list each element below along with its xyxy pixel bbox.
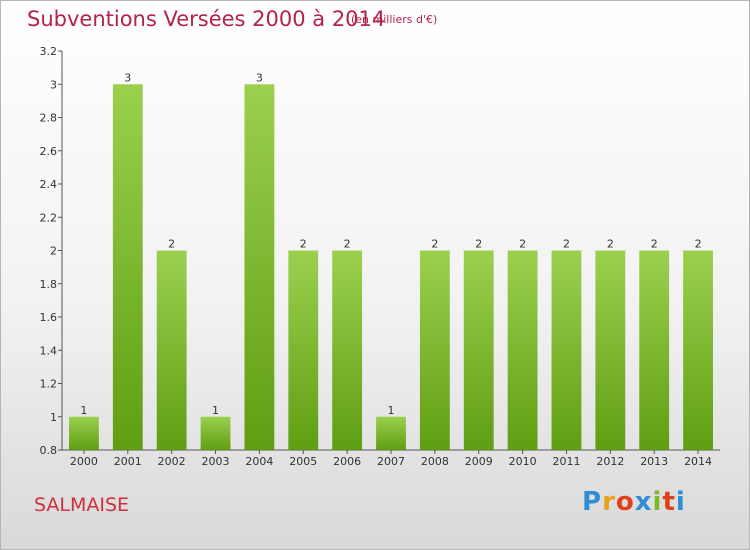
bar	[112, 84, 143, 450]
brand-letter: t	[662, 487, 676, 517]
bar	[419, 250, 450, 450]
x-tick-label: 2012	[596, 455, 624, 468]
data-label: 2	[475, 238, 482, 251]
bar	[551, 250, 582, 450]
commune-name: SALMAISE	[34, 494, 130, 516]
data-label: 2	[431, 238, 438, 251]
y-tick-label: 2.8	[40, 112, 58, 125]
y-tick-label: 1.2	[40, 378, 58, 391]
x-tick-label: 2006	[333, 455, 361, 468]
x-tick-label: 2013	[640, 455, 668, 468]
data-label: 1	[388, 404, 395, 417]
brand-letter: x	[634, 487, 653, 517]
bar	[332, 250, 363, 450]
y-tick-label: 1.4	[40, 344, 58, 357]
y-tick-label: 2.2	[40, 211, 58, 224]
y-tick-label: 1	[50, 411, 57, 424]
y-tick-label: 0.8	[40, 444, 58, 457]
data-label: 2	[344, 238, 351, 251]
bar	[376, 416, 406, 450]
brand-letter: i	[675, 487, 686, 517]
x-tick-label: 2004	[245, 455, 273, 468]
data-label: 3	[256, 71, 263, 84]
x-tick-label: 2014	[684, 455, 712, 468]
brand-letter: o	[615, 487, 635, 517]
bar	[639, 250, 670, 450]
bar	[507, 250, 538, 450]
y-tick-label: 2	[50, 245, 57, 258]
y-tick-label: 2.4	[40, 178, 58, 191]
x-tick-label: 2010	[509, 455, 537, 468]
chart-title: Subventions Versées 2000 à 2014	[27, 7, 386, 31]
bar	[683, 250, 713, 450]
data-label: 2	[168, 238, 175, 251]
x-tick-label: 2002	[158, 455, 186, 468]
data-label: 2	[563, 238, 570, 251]
bar	[200, 416, 231, 450]
bar	[156, 250, 187, 450]
bar	[69, 416, 99, 450]
y-tick-label: 3.2	[40, 45, 58, 58]
x-tick-label: 2008	[421, 455, 449, 468]
data-label: 2	[651, 238, 658, 251]
y-tick-label: 1.8	[40, 278, 58, 291]
data-label: 1	[212, 404, 219, 417]
data-label: 2	[695, 238, 702, 251]
data-label: 1	[80, 404, 87, 417]
brand-letter: i	[652, 487, 663, 517]
x-tick-label: 2001	[114, 455, 142, 468]
proxiti-logo: Proxiti	[582, 487, 686, 517]
chart-subtitle: (en milliers d'€)	[351, 13, 438, 26]
x-tick-label: 2005	[289, 455, 317, 468]
bar	[595, 250, 626, 450]
y-tick-label: 1.6	[40, 311, 58, 324]
x-tick-label: 2007	[377, 455, 405, 468]
brand-letter: P	[582, 487, 603, 517]
data-label: 2	[300, 238, 307, 251]
x-tick-label: 2003	[202, 455, 230, 468]
brand-letter: r	[602, 487, 616, 517]
data-label: 3	[124, 71, 131, 84]
x-tick-label: 2000	[70, 455, 98, 468]
x-tick-label: 2011	[552, 455, 580, 468]
bar	[244, 84, 275, 450]
bar	[463, 250, 494, 450]
y-tick-label: 2.6	[40, 145, 58, 158]
x-tick-label: 2009	[465, 455, 493, 468]
bar	[288, 250, 319, 450]
data-label: 2	[607, 238, 614, 251]
data-label: 2	[519, 238, 526, 251]
y-tick-label: 3	[50, 78, 57, 91]
